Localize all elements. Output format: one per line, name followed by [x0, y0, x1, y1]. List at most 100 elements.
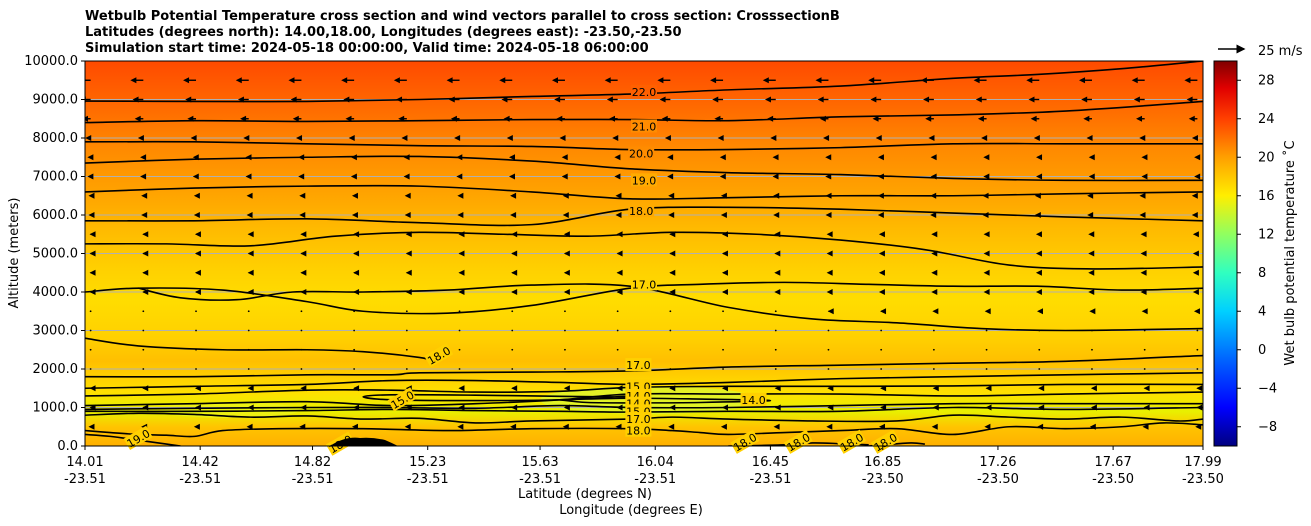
x-tick-label-lon: -23.51: [292, 472, 334, 487]
wind-vector-head: [877, 212, 884, 218]
wind-vector-head: [1188, 115, 1195, 122]
wind-vector-calm: [353, 368, 356, 370]
wind-vector-calm: [1196, 329, 1199, 332]
wind-vector-head: [1090, 404, 1097, 411]
contour-label-bg: [387, 387, 417, 412]
wind-vector-head: [931, 231, 938, 238]
wind-vector-head: [983, 250, 990, 257]
wind-vector-head: [348, 135, 355, 141]
contour-line-18: [85, 422, 1203, 438]
wind-vector-head: [877, 154, 884, 161]
x-tick-label-lat: 16.85: [864, 455, 901, 470]
wind-vector-head: [1133, 96, 1140, 103]
wind-vector-head: [932, 308, 939, 315]
terrain-silhouette: [330, 437, 398, 446]
contour-line-14: [362, 393, 630, 402]
chart-title-line-3: Simulation start time: 2024-05-18 00:00:…: [85, 41, 649, 56]
wind-vector-calm: [300, 368, 303, 370]
contour-label-bg: [625, 358, 652, 372]
wind-vector-calm: [564, 310, 566, 313]
wind-vector-head: [299, 212, 306, 218]
wind-vector-head: [616, 269, 623, 276]
wind-vector-head: [350, 173, 357, 180]
x-tick-label-lon: -23.50: [1182, 472, 1224, 487]
wind-vector-calm: [511, 368, 514, 370]
wind-vector-calm: [564, 348, 566, 351]
wind-vector-head: [720, 212, 727, 218]
wind-vector-head: [89, 404, 96, 411]
contour-label: 14.0: [740, 392, 767, 407]
colorbar-tick-label: 16: [1258, 189, 1275, 204]
wind-vector-head: [1035, 250, 1042, 257]
wind-vector-head: [1140, 269, 1147, 276]
wind-vector-head: [985, 404, 992, 411]
wind-vector-head: [353, 250, 360, 257]
x-tick-label-lon: -23.50: [977, 472, 1019, 487]
wind-vector-head: [405, 289, 412, 295]
y-tick-label: 1000.0: [33, 401, 79, 416]
wind-vector-head: [458, 231, 465, 238]
wind-vector-calm: [195, 310, 197, 313]
wind-vector-head: [1088, 173, 1095, 180]
wind-vector-head: [511, 231, 518, 238]
wind-vector-head: [1030, 115, 1037, 122]
wind-vector-head: [1140, 250, 1147, 257]
colorbar-tick-label: 0: [1258, 343, 1266, 358]
contour-label: 22.0: [631, 84, 657, 99]
y-axis: 0.0 1000.0 2000.0 3000.0 4000.0 5000.0 6000.0 7…: [24, 54, 85, 454]
wind-vector-head: [615, 423, 622, 430]
wind-vector-calm: [564, 368, 566, 370]
x-tick-label-lat: 16.45: [752, 455, 789, 470]
contour-label-bg: [123, 425, 153, 450]
wind-vector-head: [247, 385, 254, 392]
wind-vector-head: [562, 192, 569, 199]
wind-vector-head: [827, 308, 834, 315]
wind-vector-head: [563, 250, 570, 257]
wind-vector-head: [140, 154, 147, 161]
wind-vector-calm: [458, 310, 461, 313]
wind-vector-head: [1141, 308, 1148, 315]
wind-vector-head: [404, 212, 411, 218]
contour-label-text: 17.0: [626, 413, 651, 426]
x-tick-label-lon: -23.51: [64, 472, 106, 487]
wind-vector-head: [87, 154, 94, 161]
wind-vector-head: [299, 192, 306, 199]
wind-vector-head: [669, 250, 676, 257]
wind-vector-head: [1088, 231, 1095, 238]
wind-vector-head: [1033, 135, 1040, 141]
wind-vector-calm: [142, 368, 145, 370]
wind-vector-calm: [405, 368, 408, 370]
wind-vector-calm: [300, 348, 303, 351]
wind-vector-calm: [564, 329, 566, 332]
wind-vector-head: [1136, 115, 1143, 122]
contour-label: 17.0: [631, 277, 657, 291]
wind-vector-head: [563, 231, 570, 238]
wind-vector-calm: [1196, 348, 1199, 351]
x-axis-label-latitude: Latitude (degrees N): [518, 487, 652, 502]
wind-vector-head: [300, 404, 307, 411]
wind-vector-head: [1037, 308, 1044, 315]
contour-label-text: 19.0: [632, 174, 657, 187]
wind-vector-head: [503, 115, 510, 122]
wind-vector-head: [1142, 423, 1149, 430]
contour-label-text: 22.0: [632, 86, 657, 99]
wind-vector-head: [130, 77, 137, 84]
wind-vector-head: [300, 250, 307, 257]
wind-vector-head: [351, 212, 358, 218]
wind-vector-head: [774, 404, 781, 411]
contour-label-text: 21.0: [632, 120, 657, 133]
wind-vector-head: [194, 269, 201, 276]
wind-vector-head: [142, 385, 149, 392]
wind-vector-head: [404, 192, 411, 199]
y-tick-label: 8000.0: [33, 131, 79, 146]
wind-vector-head: [88, 192, 95, 199]
wind-vector-head: [353, 289, 360, 295]
contour-label: 17.0: [625, 412, 652, 426]
wind-vector-head: [78, 77, 84, 83]
contour-label-bg: [740, 392, 767, 406]
wind-vector-head: [931, 250, 938, 257]
wind-vector-calm: [616, 329, 619, 332]
wind-vector-head: [405, 269, 412, 276]
wind-vector-head: [1191, 212, 1198, 218]
wind-vector-head: [1141, 173, 1148, 180]
